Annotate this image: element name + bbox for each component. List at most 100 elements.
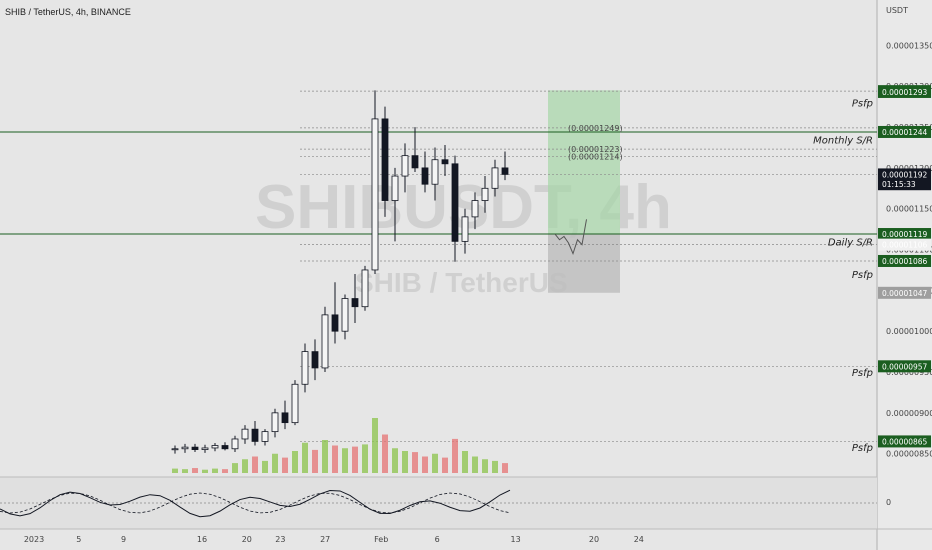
volume-bar [202, 469, 208, 473]
volume-bar [272, 453, 278, 473]
annotations: Psfp Monthly S/R Daily S/R Psfp Psfp Psfp [813, 99, 873, 455]
time-tick: 9 [121, 535, 126, 544]
position-zone[interactable] [548, 90, 620, 293]
price-tick: 0.00000950 [886, 368, 932, 377]
time-axis-ticks: 2620235916202327Feb6132024 [24, 535, 644, 544]
price-label-bg [878, 125, 931, 138]
annotation-text: Psfp [852, 99, 873, 110]
time-tick: 13 [511, 535, 521, 544]
candle-body [411, 155, 419, 169]
candle-body [211, 445, 219, 449]
candle-body [301, 351, 309, 385]
volume-bar [222, 469, 228, 473]
projected-path [554, 219, 587, 256]
volume-bar [302, 442, 308, 473]
indicator-zero-label: 0 [886, 498, 891, 507]
volume-bar [462, 451, 468, 473]
candle-body [391, 175, 399, 201]
candle-body [321, 314, 329, 369]
volume-bar [402, 451, 408, 473]
candlesticks [171, 90, 509, 454]
volume-bar [262, 460, 268, 473]
annotation-text: Daily S/R [828, 237, 873, 248]
price-label: 0.00001047 [882, 289, 928, 298]
price-tick: 0.00001150 [886, 205, 932, 214]
volume-bar [172, 468, 178, 473]
price-axis-labels: 0.000012940.000012930.000012440.00001192… [878, 85, 931, 448]
price-label-bg [878, 286, 931, 299]
price-tick: 0.00000850 [886, 450, 932, 459]
price-tick: 0.00000900 [886, 409, 932, 418]
volume-bar [252, 456, 258, 473]
level-tag: (0.00001249) [568, 124, 623, 133]
time-tick: 5 [76, 535, 81, 544]
volume-bar [322, 440, 328, 473]
price-label-bg [878, 178, 931, 191]
price-label: 0.00000865 [882, 437, 928, 446]
price-label-bg [878, 85, 931, 98]
candle-body [341, 298, 349, 332]
volume-bar [442, 457, 448, 473]
candle-body [501, 167, 509, 175]
annotation-text: Psfp [852, 443, 873, 454]
volume-bar [412, 452, 418, 473]
time-tick: 2023 [24, 535, 44, 544]
candle-body [441, 159, 449, 165]
price-label-bg [878, 360, 931, 373]
price-label-bg [878, 228, 931, 241]
symbol-title: SHIB / TetherUS, 4h, BINANCE [5, 7, 131, 17]
volume-bar [232, 463, 238, 473]
price-tick: 0.00001350 [886, 41, 932, 50]
volume-bar [492, 460, 498, 473]
candle-body [261, 431, 269, 442]
candle-body [191, 446, 199, 450]
time-tick: Feb [374, 535, 388, 544]
level-tags: (0.00001249) (0.00001223)(0.00001214) [568, 124, 623, 162]
candle-body [241, 428, 249, 440]
volume-bar [392, 448, 398, 473]
volume-bar [432, 453, 438, 473]
candle-body [431, 159, 439, 185]
annotation-text: Psfp [852, 368, 873, 379]
candle-body [481, 187, 489, 201]
watermark-name: SHIB / TetherUS [355, 267, 568, 298]
price-label: 0.00001293 [882, 88, 928, 97]
candle-body [381, 118, 389, 201]
candle-body [221, 445, 229, 450]
price-label-bg [878, 254, 931, 267]
level-tag: (0.00001214) [568, 152, 623, 161]
volume-bar [312, 449, 318, 473]
candle-body [421, 167, 429, 185]
candle-body [471, 200, 479, 218]
volume-bar [382, 434, 388, 473]
volume-bar [342, 448, 348, 473]
candle-body [201, 447, 209, 450]
price-label: 0.00001192 [882, 170, 928, 179]
candle-body [351, 298, 359, 308]
candle-body [461, 216, 469, 242]
time-tick: 6 [435, 535, 440, 544]
time-tick: 20 [242, 535, 252, 544]
currency-label: USDT [886, 6, 908, 15]
volume-bar [282, 457, 288, 473]
time-tick: 24 [634, 535, 644, 544]
horizontal-levels [0, 90, 877, 442]
volume-bar [182, 469, 188, 473]
candle-body [331, 314, 339, 332]
price-label-bg [878, 168, 931, 181]
price-label: 0.00001244 [882, 128, 928, 137]
volume-bar [212, 468, 218, 473]
volume-bar [452, 438, 458, 473]
price-label: 0.00001106 [882, 241, 928, 250]
candle-body [311, 351, 319, 369]
candle-body [491, 167, 499, 189]
candle-body [451, 163, 459, 242]
price-label: 0.00001086 [882, 257, 928, 266]
time-tick: 27 [320, 535, 330, 544]
volume-bar [192, 468, 198, 473]
annotation-text: Psfp [852, 270, 873, 281]
volume-bars [172, 418, 508, 473]
volume-bar [362, 444, 368, 473]
time-tick: 20 [589, 535, 599, 544]
